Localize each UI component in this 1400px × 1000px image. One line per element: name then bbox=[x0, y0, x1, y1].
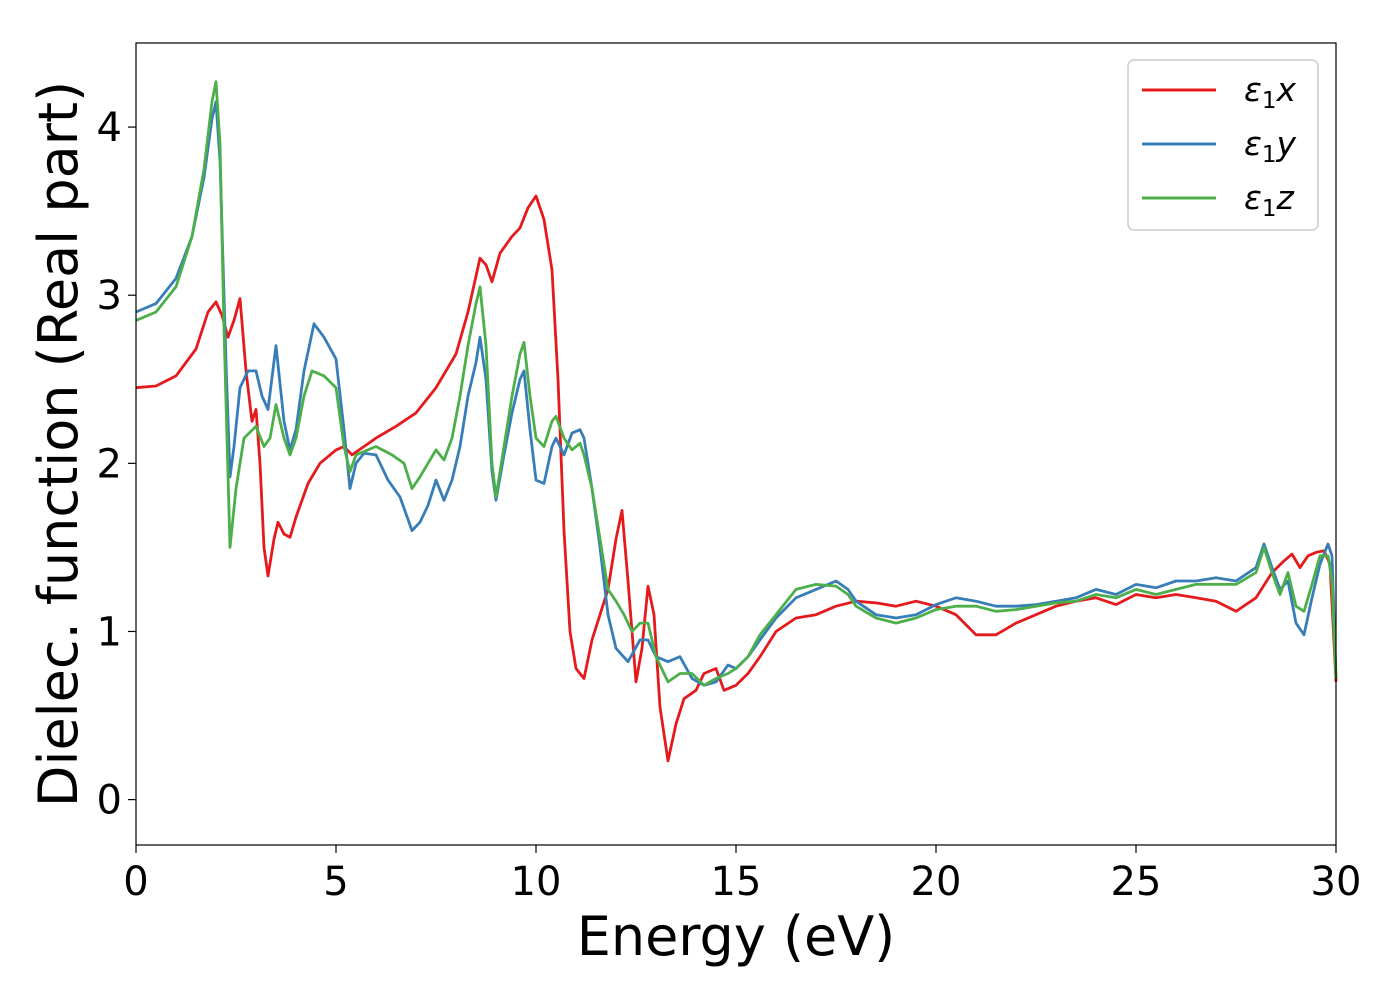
y-axis-label: Dielec. function (Real part) bbox=[27, 81, 90, 807]
x-tick-label: 0 bbox=[123, 859, 148, 905]
x-axis-ticks: 0 5 10 15 20 25 30 bbox=[123, 845, 1361, 905]
x-tick-label: 15 bbox=[711, 859, 762, 905]
x-tick-label: 10 bbox=[511, 859, 562, 905]
series-line-y bbox=[135, 100, 1338, 687]
y-tick-label: 0 bbox=[97, 778, 122, 824]
y-axis-ticks: 0 1 2 3 4 bbox=[97, 105, 136, 824]
y-tick-label: 1 bbox=[97, 609, 122, 655]
series-line-x bbox=[135, 194, 1338, 763]
y-tick-label: 3 bbox=[97, 273, 122, 319]
x-tick-label: 20 bbox=[911, 859, 962, 905]
legend-label-y: ε1y bbox=[1244, 124, 1296, 168]
legend-label-z: ε1z bbox=[1244, 178, 1294, 222]
x-axis-label: Energy (eV) bbox=[577, 905, 896, 968]
legend-box bbox=[1127, 59, 1319, 231]
series-layer bbox=[135, 80, 1338, 763]
legend-label-x: ε1x bbox=[1244, 70, 1296, 114]
x-tick-label: 5 bbox=[323, 859, 348, 905]
legend: ε1x ε1y ε1z bbox=[1127, 59, 1319, 231]
y-tick-label: 2 bbox=[97, 441, 122, 487]
y-tick-label: 4 bbox=[97, 105, 122, 151]
series-line-z bbox=[135, 80, 1338, 687]
x-tick-label: 30 bbox=[1311, 859, 1362, 905]
x-tick-label: 25 bbox=[1111, 859, 1162, 905]
